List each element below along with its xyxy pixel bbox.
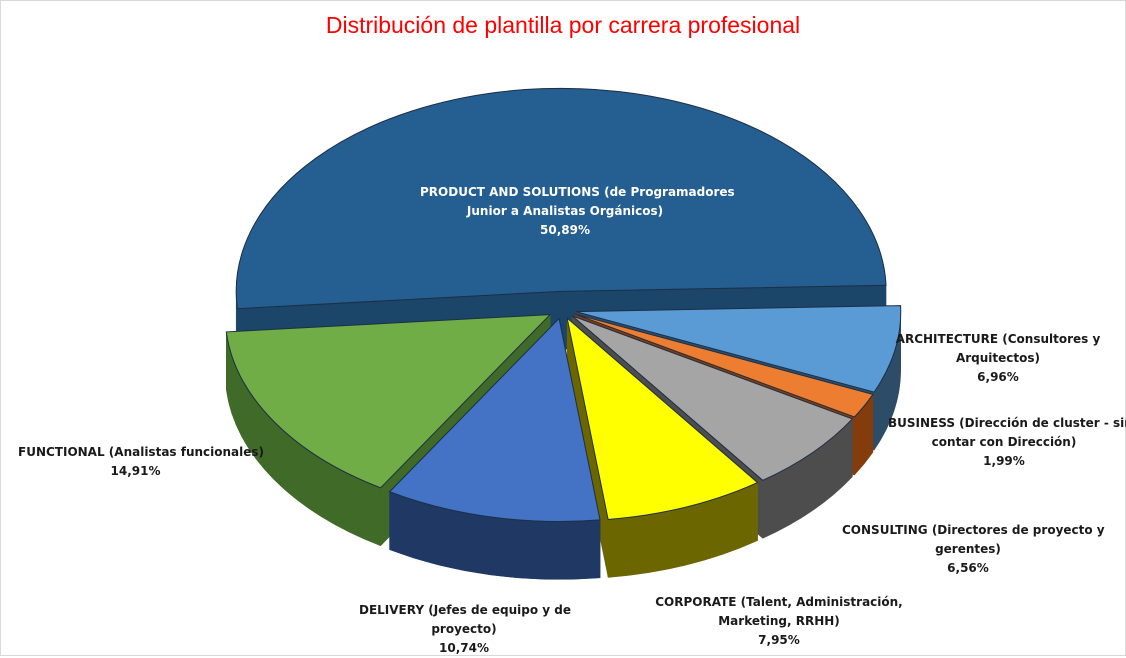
chart-title: Distribución de plantilla por carrera pr… <box>325 12 801 38</box>
slice-label-architecture: ARCHITECTURE (Consultores y Arquitectos)… <box>893 330 1103 387</box>
slice-label-line: Junior a Analistas Orgánicos) <box>466 204 664 218</box>
slice-value-label: 10,74% <box>439 641 489 655</box>
slice-label-line: CONSULTING (Directores de proyecto y <box>842 523 1105 537</box>
slice-label-line: DELIVERY (Jefes de equipo y de <box>359 603 572 617</box>
slice-label-line: proyecto) <box>431 622 497 636</box>
slice-label-line: PRODUCT AND SOLUTIONS (de Programadores <box>420 185 735 199</box>
slice-label-line: BUSINESS (Dirección de cluster - sin <box>888 416 1126 430</box>
slice-label-functional: FUNCTIONAL (Analistas funcionales) 14,91… <box>18 443 265 481</box>
pie-slice <box>235 87 887 310</box>
slice-label-product-and-solutions: PRODUCT AND SOLUTIONS (de Programadores … <box>420 183 735 240</box>
slice-value-label: 1,99% <box>983 454 1025 468</box>
pie-slice-group <box>566 316 759 578</box>
pie-slice-group <box>388 317 601 580</box>
slice-label-line: Arquitectos) <box>955 351 1041 365</box>
pie-slice <box>574 313 874 418</box>
pie-slice <box>388 317 601 522</box>
slice-value-label: 7,95% <box>758 633 800 647</box>
slice-label-line: Marketing, RRHH) <box>718 614 840 628</box>
pie-slice <box>575 305 902 393</box>
slice-label-line: ARCHITECTURE (Consultores y <box>895 332 1101 346</box>
slice-label-line: contar con Dirección) <box>931 435 1077 449</box>
slice-label-delivery: DELIVERY (Jefes de equipo y de proyecto)… <box>359 601 572 658</box>
slice-value-label: 14,91% <box>110 464 161 478</box>
slice-value-label: 50,89% <box>540 223 590 237</box>
slice-label-corporate: CORPORATE (Talent, Administración, Marke… <box>651 593 907 650</box>
slice-value-label: 6,96% <box>977 370 1019 384</box>
slice-label-consulting: CONSULTING (Directores de proyecto y ger… <box>842 521 1105 578</box>
pie-slice <box>572 315 854 481</box>
slice-label-line: FUNCTIONAL (Analistas funcionales) <box>18 445 265 459</box>
slice-value-label: 6,56% <box>947 561 989 575</box>
pie-slice <box>566 316 759 520</box>
pie-slice <box>225 313 552 489</box>
slice-label-business: BUSINESS (Dirección de cluster - sin con… <box>888 414 1126 471</box>
slice-label-line: CORPORATE (Talent, Administración, <box>655 595 903 609</box>
slice-label-line: gerentes) <box>935 542 1001 556</box>
